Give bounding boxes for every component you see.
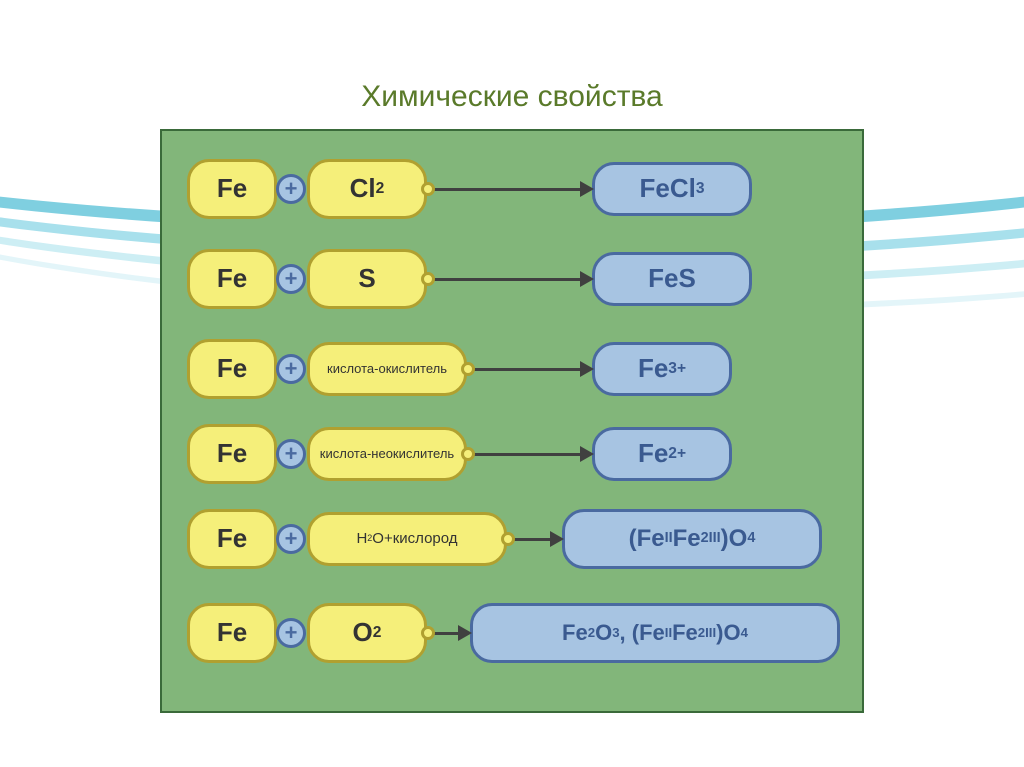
chem-box: FeS xyxy=(592,252,752,306)
arrowhead-icon xyxy=(550,531,564,547)
arrowhead-icon xyxy=(580,446,594,462)
chem-box: Cl2 xyxy=(307,159,427,219)
arrowhead-icon xyxy=(458,625,472,641)
chem-box: FeCl3 xyxy=(592,162,752,216)
chem-box: кислота-окислитель xyxy=(307,342,467,396)
page-title: Химические свойства xyxy=(0,0,1024,114)
chem-panel: Fe+Cl2FeCl3Fe+SFeSFe+кислота-окислительF… xyxy=(160,129,864,713)
arrowhead-icon xyxy=(580,271,594,287)
connector-stub xyxy=(461,362,475,376)
chem-box: кислота-неокислитель xyxy=(307,427,467,481)
chem-box: Fe3+ xyxy=(592,342,732,396)
reaction-arrow xyxy=(468,368,586,371)
chem-box: Fe xyxy=(187,249,277,309)
chem-box: Fe xyxy=(187,509,277,569)
plus-icon: + xyxy=(276,264,306,294)
chem-box: O2 xyxy=(307,603,427,663)
connector-stub xyxy=(501,532,515,546)
chem-box: Fe xyxy=(187,339,277,399)
reaction-arrow xyxy=(428,278,586,281)
chem-box: H2O+кислород xyxy=(307,512,507,566)
reaction-arrow xyxy=(428,188,586,191)
chem-box: S xyxy=(307,249,427,309)
arrowhead-icon xyxy=(580,361,594,377)
chem-box: Fe xyxy=(187,603,277,663)
reaction-arrow xyxy=(508,538,556,541)
chem-box: Fe xyxy=(187,424,277,484)
connector-stub xyxy=(461,447,475,461)
plus-icon: + xyxy=(276,439,306,469)
connector-stub xyxy=(421,272,435,286)
connector-stub xyxy=(421,626,435,640)
plus-icon: + xyxy=(276,354,306,384)
plus-icon: + xyxy=(276,524,306,554)
chem-box: Fe xyxy=(187,159,277,219)
plus-icon: + xyxy=(276,618,306,648)
chem-box: Fe2O3, (FeII Fe2III)O4 xyxy=(470,603,840,663)
plus-icon: + xyxy=(276,174,306,204)
arrowhead-icon xyxy=(580,181,594,197)
connector-stub xyxy=(421,182,435,196)
chem-box: Fe2+ xyxy=(592,427,732,481)
chem-box: (FeII Fe2III)O4 xyxy=(562,509,822,569)
reaction-arrow xyxy=(468,453,586,456)
